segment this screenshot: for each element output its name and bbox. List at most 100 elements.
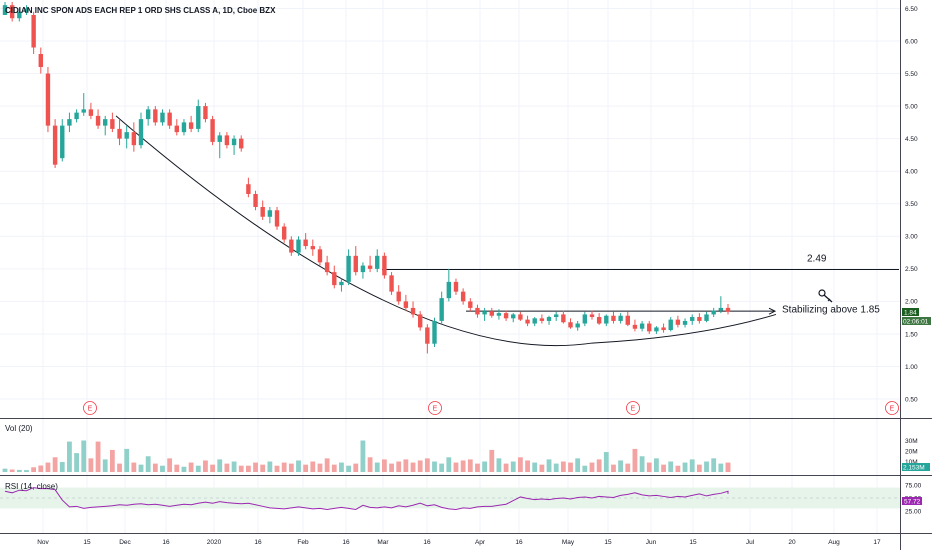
- volume-bar: [596, 459, 602, 472]
- candle-body: [367, 265, 373, 269]
- time-tick-label: 15: [83, 539, 91, 546]
- price-tick-label: 2.00: [905, 299, 918, 306]
- candle-body: [661, 327, 666, 331]
- volume-bar: [403, 459, 409, 472]
- candle: [568, 318, 573, 329]
- candle-body: [396, 291, 401, 302]
- candle-body: [74, 112, 79, 120]
- volume-bar: [317, 463, 323, 472]
- volume-bar: [117, 463, 122, 472]
- candle: [511, 313, 516, 323]
- volume-bar: [260, 464, 266, 472]
- candle-body: [725, 307, 731, 312]
- candle: [217, 132, 222, 159]
- volume-bar: [102, 459, 108, 472]
- volume-bar: [417, 460, 423, 472]
- candle-body: [110, 119, 115, 129]
- earnings-marker[interactable]: E: [83, 401, 97, 415]
- volume-bar: [546, 459, 552, 472]
- candle-body: [403, 301, 409, 308]
- volume-bar: [374, 462, 380, 472]
- candle: [138, 112, 144, 149]
- candle-body: [553, 314, 559, 318]
- volume-bar: [310, 461, 316, 472]
- volume-bar: [16, 469, 22, 472]
- candle: [303, 233, 308, 250]
- candle-body: [675, 319, 681, 325]
- price-tick-label: 3.50: [905, 201, 918, 208]
- candle: [153, 106, 158, 126]
- earnings-marker[interactable]: E: [626, 401, 640, 415]
- volume-bar: [518, 457, 523, 472]
- candle-body: [174, 125, 180, 133]
- candle-body: [589, 314, 595, 318]
- candle-body: [60, 125, 65, 159]
- volume-bar: [625, 463, 631, 472]
- volume-bar: [525, 460, 530, 472]
- candle-body: [103, 119, 108, 126]
- volume-axis: 30M 20M 10M: [905, 438, 918, 466]
- candle: [367, 255, 373, 273]
- rsi-line: [4, 487, 729, 510]
- volume-pane: [2, 440, 731, 472]
- candle-body: [274, 210, 280, 227]
- volume-bar: [424, 458, 430, 472]
- price-tick-label: 4.00: [905, 169, 918, 176]
- volume-bar: [639, 456, 645, 472]
- candle: [532, 317, 537, 327]
- candle: [38, 47, 43, 74]
- candle-body: [647, 323, 652, 332]
- candle-body: [167, 112, 172, 126]
- candle-body: [131, 132, 137, 146]
- candle-body: [310, 246, 316, 250]
- volume-bar: [353, 463, 359, 472]
- volume-bar: [560, 461, 566, 472]
- candle-body: [267, 210, 273, 217]
- earnings-marker[interactable]: E: [428, 401, 442, 415]
- candle-body: [332, 272, 337, 286]
- volume-bar: [67, 441, 72, 472]
- candle: [647, 320, 652, 334]
- candle-body: [203, 106, 208, 120]
- candle: [131, 122, 137, 152]
- candle: [589, 310, 595, 320]
- candle-body: [153, 109, 158, 123]
- candle-body: [375, 255, 380, 269]
- earnings-marker-label: E: [88, 406, 93, 413]
- earnings-marker-circle: [428, 401, 442, 415]
- candle-body: [582, 314, 588, 324]
- price-tick-label: 5.50: [905, 71, 918, 78]
- candle: [697, 313, 702, 324]
- candle: [239, 135, 244, 152]
- candle-body: [339, 281, 344, 286]
- candle-body: [439, 298, 444, 321]
- candle: [174, 119, 180, 136]
- candle-body: [31, 14, 36, 48]
- candle: [289, 236, 294, 256]
- candle-body: [718, 307, 724, 311]
- time-tick-label: Dec: [119, 539, 131, 546]
- candle-body: [596, 317, 602, 324]
- candle-body: [246, 184, 251, 194]
- candle: [403, 294, 409, 312]
- candle: [346, 249, 351, 286]
- volume-bar: [575, 458, 581, 472]
- candle: [704, 311, 709, 323]
- candle-body: [682, 320, 688, 325]
- last-price-tag: 1.84 02:06:01: [902, 308, 931, 326]
- candle-body: [389, 275, 394, 292]
- price-pane: 2.49 Stabilizing above 1.85 E E E E: [2, 1, 899, 415]
- rsi-label: RSI (14, close): [5, 482, 58, 491]
- candle-body: [417, 314, 423, 328]
- earnings-marker[interactable]: E: [885, 401, 899, 415]
- volume-bar: [24, 470, 29, 472]
- bar-countdown: 02:06:01: [903, 319, 929, 326]
- candle-body: [231, 138, 237, 146]
- time-tick-label: 17: [873, 539, 881, 546]
- candle-body: [24, 8, 29, 12]
- candle: [482, 307, 487, 321]
- price-tick-label: 1.50: [905, 331, 918, 338]
- price-tick-label: 1.00: [905, 364, 918, 371]
- volume-tag: 2.153M: [902, 463, 930, 472]
